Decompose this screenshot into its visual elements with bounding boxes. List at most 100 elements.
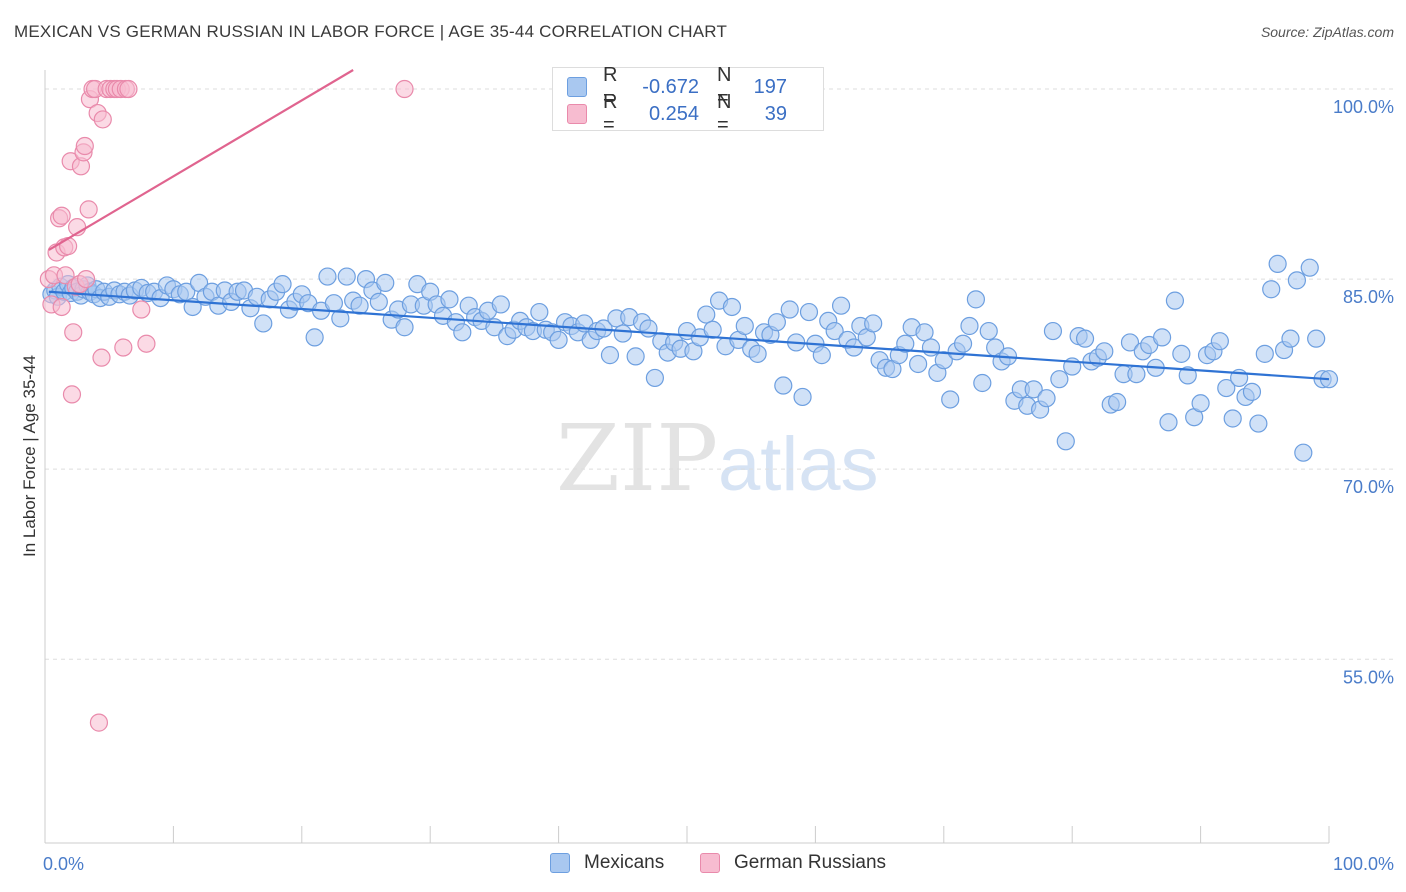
german-russians-point <box>132 300 151 319</box>
mexicans-point <box>722 297 742 317</box>
mexicans-point <box>1159 413 1178 432</box>
mexicans-point <box>369 292 388 311</box>
mexicans-point <box>1287 271 1307 290</box>
mexicans-point <box>774 376 793 395</box>
mexicans-point <box>767 313 786 332</box>
german-russians-point <box>62 385 82 404</box>
legend-r-label: R = <box>603 64 618 109</box>
german-russians-point <box>119 79 138 99</box>
mexicans-point <box>1268 254 1287 273</box>
mexicans-point <box>1043 321 1063 341</box>
mexicans-point <box>1120 333 1140 352</box>
mexicans-point <box>1172 344 1191 363</box>
legend-item-german-russians[interactable]: German Russians <box>700 852 886 874</box>
mexicans-point <box>613 324 632 343</box>
mexicans-point <box>799 302 819 322</box>
mexicans-point <box>780 300 799 319</box>
mexicans-point <box>1294 443 1313 462</box>
mexicans-point <box>600 346 620 365</box>
mexicans-point <box>1210 332 1229 351</box>
mexicans-point <box>1223 409 1242 428</box>
y-tick-label: 100.0% <box>1333 97 1394 117</box>
mexicans-point <box>973 373 992 393</box>
legend-n-label: N = <box>717 64 732 109</box>
mexicans-point <box>896 334 915 353</box>
tick-labels: 100.0% 85.0% 70.0% 55.0% 0.0% 100.0% <box>43 97 1394 874</box>
legend-r-label: R = <box>603 91 618 136</box>
mexicans-point <box>1037 389 1056 408</box>
mexicans-point <box>626 347 645 366</box>
german-russians-point <box>79 200 98 219</box>
axes <box>44 70 1330 844</box>
german-russians-point <box>114 338 133 357</box>
german-russians-point <box>52 206 71 225</box>
mexicans-point <box>549 330 568 350</box>
legend-r-value: -0.672 <box>642 75 699 98</box>
mexicans-point <box>491 295 510 314</box>
legend-n-value: 197 <box>753 75 787 98</box>
mexicans-point <box>337 267 356 286</box>
legend-n-label: N = <box>717 91 732 136</box>
legend-swatch-german-russians <box>567 104 587 124</box>
mexicans-point <box>440 290 459 309</box>
mexicans-point <box>735 316 754 336</box>
legend-row-german-russians: R = 0.254 N = 39 <box>567 91 787 136</box>
german-russians-point <box>92 348 111 367</box>
mexicans-trend-line <box>48 290 1330 381</box>
german-russians-trend-line <box>48 69 354 251</box>
mexicans-point <box>331 309 350 328</box>
y-tick-label: 55.0% <box>1343 667 1394 687</box>
german-russians-point <box>76 269 96 289</box>
legend-row-mexicans: R = -0.672 N = 197 <box>567 64 787 109</box>
mexicans-point <box>831 296 851 315</box>
mexicans-point <box>1165 291 1185 310</box>
mexicans-point <box>305 328 324 347</box>
mexicans-point <box>318 267 337 286</box>
mexicans-point <box>1217 378 1236 398</box>
legend-item-mexicans[interactable]: Mexicans <box>550 852 664 874</box>
y-tick-label: 85.0% <box>1343 287 1394 307</box>
mexicans-point <box>1108 392 1127 412</box>
mexicans-point <box>1281 329 1300 348</box>
source-label: Source: ZipAtlas.com <box>1260 24 1394 40</box>
mexicans-point <box>530 302 549 322</box>
german-russians-point <box>52 297 71 317</box>
mexicans-point <box>1242 382 1262 401</box>
watermark-atlas: atlas <box>718 422 879 507</box>
mexicans-point <box>825 321 844 341</box>
y-tick-label: 70.0% <box>1343 477 1394 497</box>
legend-label-mexicans: Mexicans <box>584 852 665 873</box>
german-russians-point <box>59 237 78 256</box>
legend-swatch-mexicans <box>550 853 570 873</box>
legend-swatch-mexicans <box>567 77 587 97</box>
trend-lines <box>48 69 1330 381</box>
legend-label-german-russians: German Russians <box>734 852 887 873</box>
mexicans-point <box>1255 344 1274 363</box>
mexicans-point <box>1300 258 1319 277</box>
german-russians-point <box>137 334 156 353</box>
mexicans-point <box>934 351 953 370</box>
mexicans-point <box>812 346 831 365</box>
german-russians-point <box>64 323 83 342</box>
mexicans-point <box>1191 394 1210 413</box>
mexicans-point <box>350 296 369 315</box>
legend-n-value: 39 <box>764 102 787 125</box>
mexicans-point <box>645 368 665 388</box>
mexicans-point <box>1127 365 1146 384</box>
x-tick-label: 100.0% <box>1333 854 1394 874</box>
mexicans-point <box>1262 280 1281 299</box>
legend-r-value: 0.254 <box>648 102 699 125</box>
mexicans-point <box>395 318 414 337</box>
mexicans-point <box>1152 328 1172 347</box>
mexicans-point <box>748 344 767 363</box>
german-russians-points <box>39 79 414 732</box>
mexicans-point <box>1178 366 1197 385</box>
mexicans-point <box>1307 329 1326 348</box>
mexicans-point <box>1249 414 1268 433</box>
x-tick-label: 0.0% <box>43 854 84 874</box>
mexicans-point <box>979 321 998 341</box>
mexicans-point <box>941 390 960 409</box>
mexicans-point <box>953 334 973 353</box>
mexicans-point <box>697 305 716 324</box>
